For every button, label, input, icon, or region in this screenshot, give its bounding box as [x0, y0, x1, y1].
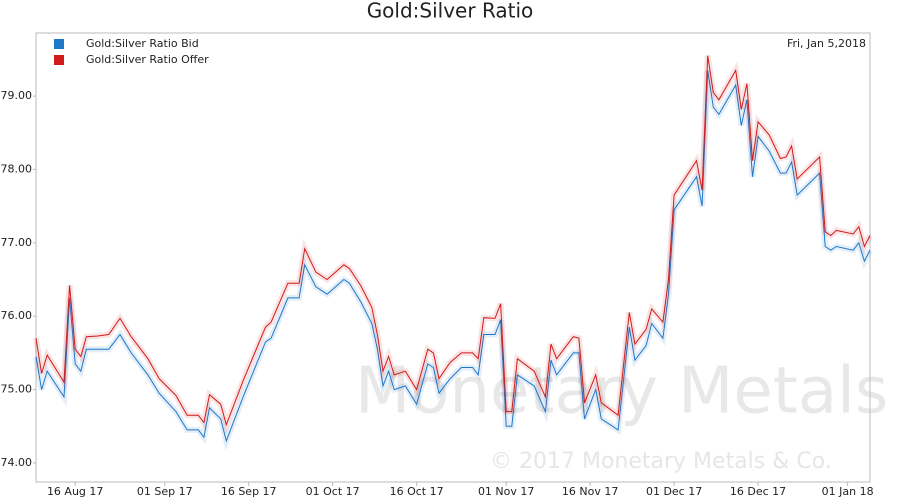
x-tick-label: 16 Oct 17: [390, 485, 444, 498]
x-tick-label: 16 Aug 17: [47, 485, 103, 498]
legend-swatch: [54, 39, 64, 49]
y-tick-label: 74.00: [1, 456, 33, 469]
plot-frame: [35, 32, 871, 483]
x-tick-label: 16 Sep 17: [221, 485, 277, 498]
y-tick-label: 78.00: [1, 162, 33, 175]
legend-label: Gold:Silver Ratio Bid: [86, 37, 199, 50]
legend-label: Gold:Silver Ratio Offer: [86, 53, 209, 66]
x-tick-label: 16 Nov 17: [562, 485, 618, 498]
y-tick-label: 79.00: [1, 89, 33, 102]
chart-title: Gold:Silver Ratio: [367, 0, 534, 23]
y-tick-label: 75.00: [1, 383, 33, 396]
y-tick-label: 76.00: [1, 309, 33, 322]
y-tick-label: 77.00: [1, 236, 33, 249]
x-tick-label: 16 Dec 17: [730, 485, 786, 498]
x-tick-label: 01 Sep 17: [137, 485, 193, 498]
x-tick-label: 01 Nov 17: [478, 485, 534, 498]
copyright: © 2017 Monetary Metals & Co.: [490, 449, 832, 474]
series-line: [35, 70, 871, 443]
date-annotation: Fri, Jan 5,2018: [787, 37, 866, 50]
x-tick-label: 01 Dec 17: [646, 485, 702, 498]
legend-swatch: [54, 55, 64, 65]
series-line: [35, 55, 871, 427]
x-tick-label: 01 Jan 18: [822, 485, 874, 498]
watermark: Monetary Metals: [355, 355, 888, 429]
x-tick-label: 01 Oct 17: [306, 485, 360, 498]
